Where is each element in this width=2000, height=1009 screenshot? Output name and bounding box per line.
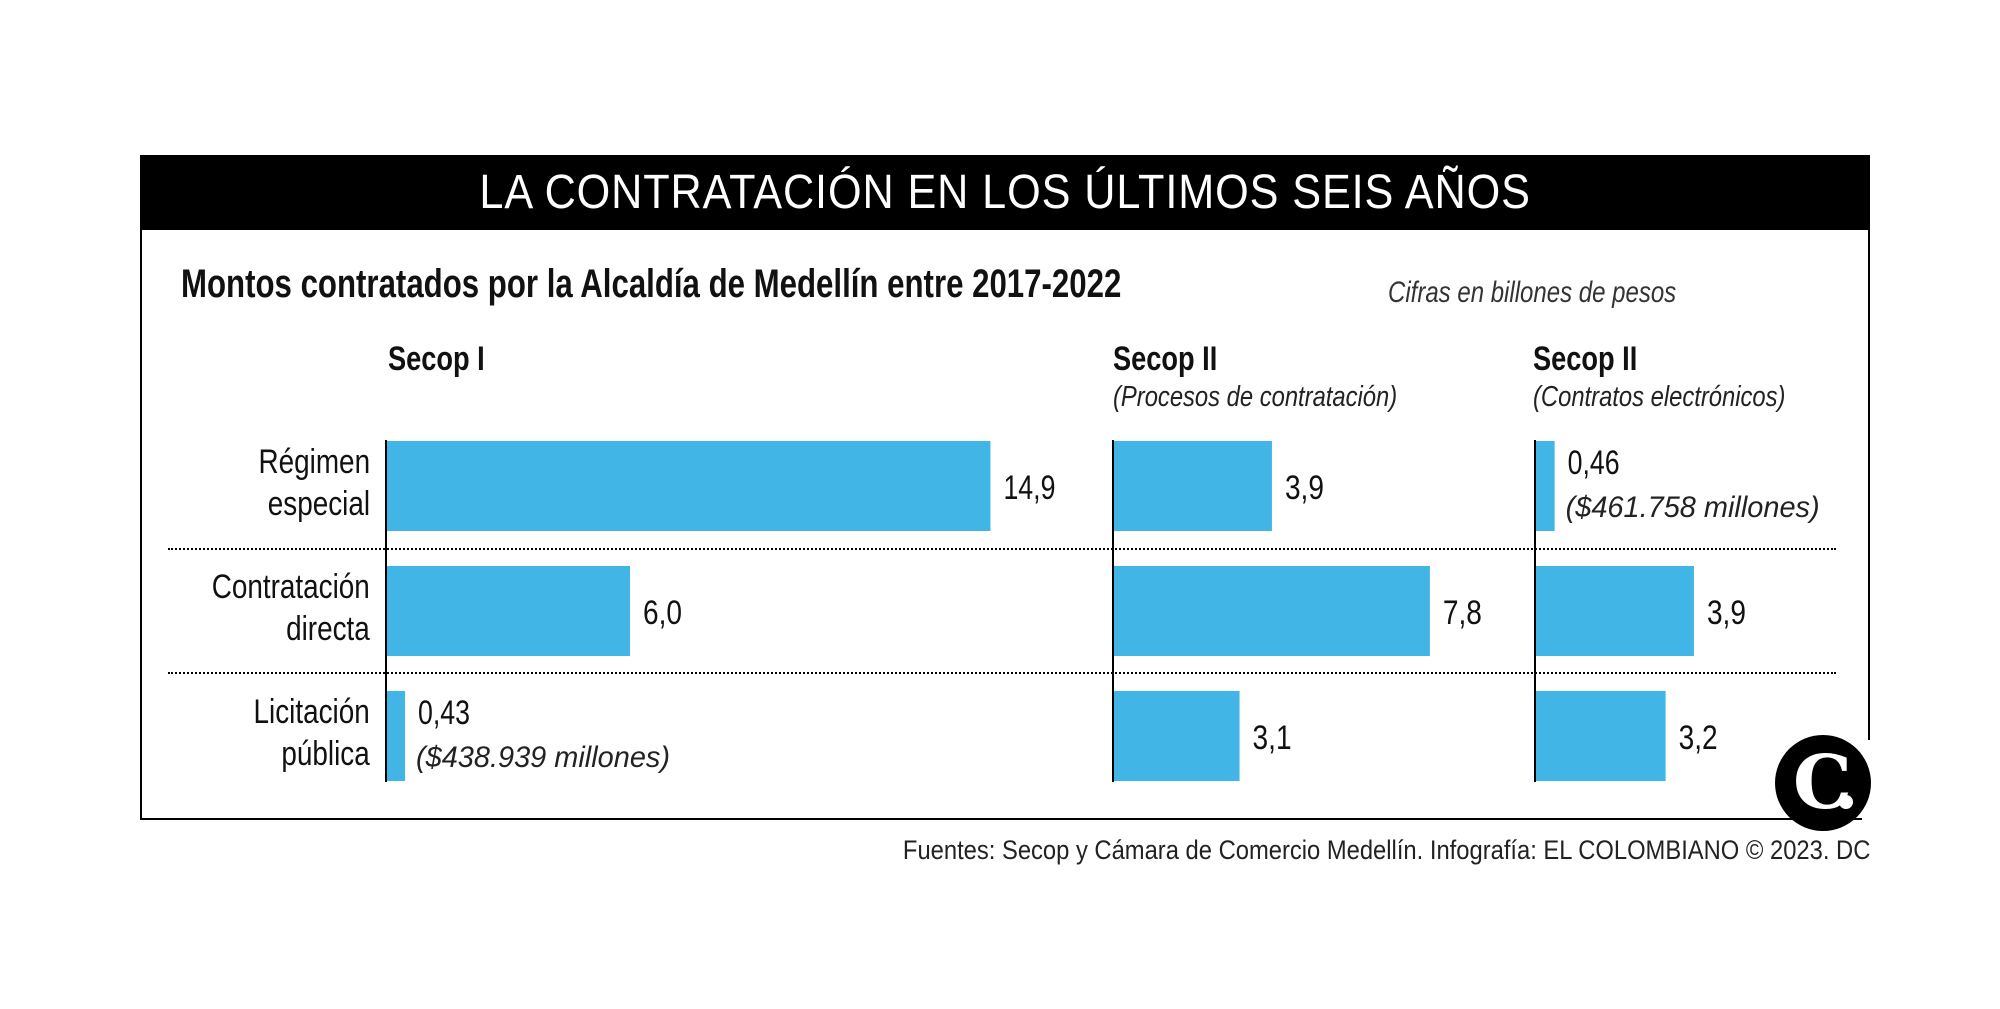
panel-title: Secop II	[1113, 340, 1218, 378]
bar-note-label: ($438.939 millones)	[416, 741, 670, 774]
bar-value-label: 3,2	[1679, 719, 1718, 757]
bar	[1114, 566, 1430, 656]
bar	[387, 691, 405, 781]
bar	[387, 566, 630, 656]
axis-line-secop-i	[385, 440, 387, 782]
bar-value-label: 3,9	[1285, 469, 1324, 507]
bar-note-label: ($461.758 millones)	[1566, 491, 1820, 524]
row-label-line: Régimen	[258, 443, 370, 481]
banner-title: LA CONTRATACIÓN EN LOS ÚLTIMOS SEIS AÑOS	[479, 166, 1531, 219]
logo-dot	[1839, 795, 1853, 809]
bar-value-label: 7,8	[1443, 594, 1482, 632]
axis-line-secop-ii-procesos	[1112, 440, 1114, 782]
chart-subtitle: Montos contratados por la Alcaldía de Me…	[181, 262, 1676, 309]
panel-subtitle: (Procesos de contratación)	[1113, 381, 1398, 413]
row-label-licitacion-publica: Licitación pública	[254, 691, 370, 775]
bar	[1536, 441, 1555, 531]
panel-title: Secop I	[388, 340, 485, 378]
bar	[1114, 691, 1240, 781]
banner: LA CONTRATACIÓN EN LOS ÚLTIMOS SEIS AÑOS	[140, 155, 1870, 230]
bar-value-label: 6,0	[643, 594, 682, 632]
panel-title: Secop II	[1533, 340, 1638, 378]
bar	[1536, 566, 1694, 656]
bar	[387, 441, 991, 531]
row-label-line: Licitación	[253, 693, 370, 731]
row-label-line: directa	[286, 610, 370, 648]
bar-value-label: 3,1	[1253, 719, 1292, 757]
row-label-line: Contratación	[211, 568, 370, 606]
row-label-regimen-especial: Régimen especial	[258, 441, 370, 525]
source-credit: Fuentes: Secop y Cámara de Comercio Mede…	[902, 835, 1870, 865]
bar-value-label: 0,43	[418, 694, 470, 732]
row-label-contratacion-directa: Contratación directa	[212, 566, 370, 650]
panel-header-secop-ii-contratos: Secop II (Contratos electrónicos)	[1533, 340, 1841, 414]
row-label-line: especial	[267, 485, 370, 523]
panel-subtitle: (Contratos electrónicos)	[1533, 381, 1786, 413]
unit-note: Cifras en billones de pesos	[1388, 276, 1677, 309]
panel-header-secop-ii-procesos: Secop II (Procesos de contratación)	[1113, 340, 1460, 414]
axis-line-secop-ii-contratos	[1534, 440, 1536, 782]
row-divider	[168, 672, 1836, 674]
el-colombiano-logo-icon: C	[1775, 735, 1871, 831]
row-label-line: pública	[281, 735, 370, 773]
chart-title: Montos contratados por la Alcaldía de Me…	[181, 262, 1122, 306]
logo-letter: C	[1793, 740, 1852, 826]
bar-value-label: 0,46	[1568, 444, 1620, 482]
bar	[1114, 441, 1272, 531]
row-divider	[168, 548, 1836, 550]
panel-header-secop-i: Secop I	[388, 340, 509, 379]
bar	[1536, 691, 1666, 781]
bar-value-label: 3,9	[1707, 594, 1746, 632]
bar-value-label: 14,9	[1003, 469, 1055, 507]
